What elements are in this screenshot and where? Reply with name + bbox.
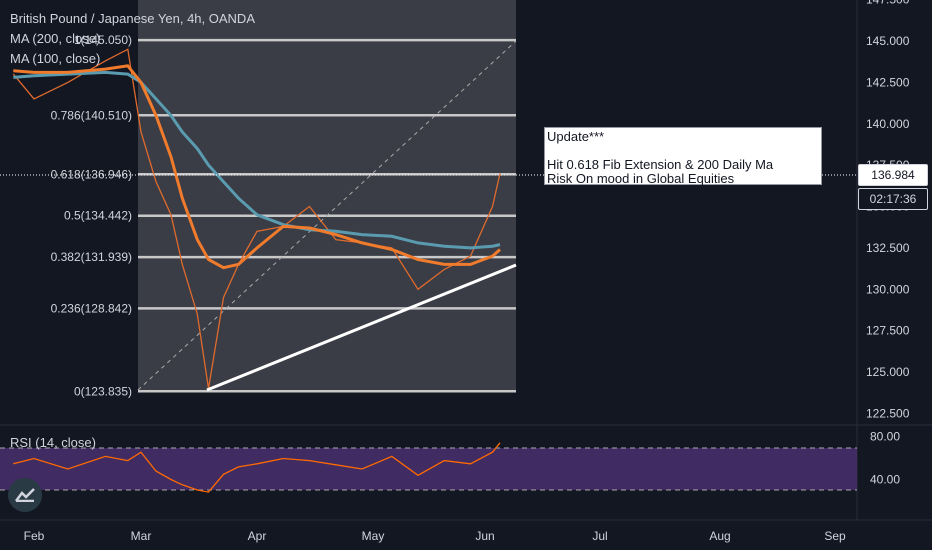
fib-retracement[interactable]: 1(145.050) 0.786(140.510) 0.618(136.946) 0.… bbox=[51, 33, 516, 398]
fib-level-label: 0.382(131.939) bbox=[51, 250, 132, 264]
price-tick-label: 145.000 bbox=[866, 34, 910, 48]
time-tick-label: Jun bbox=[475, 529, 494, 543]
fib-level-label: 0(123.835) bbox=[74, 384, 132, 398]
note-line-2: Risk On mood in Global Equities bbox=[547, 171, 735, 186]
fib-level-label: 1(145.050) bbox=[74, 33, 132, 47]
rsi-legend[interactable]: RSI (14, close) bbox=[10, 435, 96, 450]
time-axis[interactable]: Feb Mar Apr May Jun Jul Aug Sep bbox=[24, 529, 846, 543]
note-line-1: Hit 0.618 Fib Extension & 200 Daily Ma bbox=[547, 157, 774, 172]
fib-level-label: 0.618(136.946) bbox=[51, 167, 132, 181]
chart-title: British Pound / Japanese Yen, 4h, OANDA bbox=[10, 11, 255, 26]
time-tick-label: Aug bbox=[709, 529, 730, 543]
bar-countdown-tag: 02:17:36 bbox=[858, 188, 928, 210]
price-tick-label: 142.500 bbox=[866, 75, 910, 89]
tradingview-logo-icon[interactable] bbox=[8, 478, 42, 512]
price-tick-label: 140.000 bbox=[866, 117, 910, 131]
fib-level-label: 0.786(140.510) bbox=[51, 108, 132, 122]
price-tick-label: 132.500 bbox=[866, 241, 910, 255]
price-tick-label: 147.500 bbox=[866, 0, 910, 7]
price-tick-label: 130.000 bbox=[866, 282, 910, 296]
ma-200-line bbox=[13, 70, 501, 250]
rsi-axis: 80.00 40.00 bbox=[870, 430, 900, 487]
note-title: Update*** bbox=[547, 129, 605, 144]
time-tick-label: Mar bbox=[131, 529, 152, 543]
ma-200-legend[interactable]: MA (200, close) bbox=[10, 31, 101, 46]
price-tick-label: 127.500 bbox=[866, 324, 910, 338]
time-tick-label: May bbox=[362, 529, 385, 543]
fib-level-label: 0.5(134.442) bbox=[64, 209, 132, 223]
price-series bbox=[12, 48, 501, 389]
fib-zone bbox=[138, 0, 516, 392]
time-tick-label: Sep bbox=[824, 529, 846, 543]
price-tick-label: 122.500 bbox=[866, 406, 910, 420]
time-tick-label: Feb bbox=[24, 529, 45, 543]
time-tick-label: Apr bbox=[248, 529, 267, 543]
current-price-tag: 136.984 bbox=[858, 164, 928, 186]
trendline[interactable] bbox=[206, 263, 517, 392]
ma-100-line bbox=[13, 64, 501, 270]
price-tick-label: 125.000 bbox=[866, 365, 910, 379]
rsi-line bbox=[13, 442, 501, 493]
price-axis[interactable]: 147.500145.000142.500140.000137.500135.0… bbox=[866, 0, 910, 420]
rsi-tick-label: 40.00 bbox=[870, 473, 900, 487]
rsi-tick-label: 80.00 bbox=[870, 430, 900, 444]
fib-diagonal-line bbox=[137, 40, 517, 391]
ma-100-legend[interactable]: MA (100, close) bbox=[10, 51, 101, 66]
update-note[interactable]: Update*** Hit 0.618 Fib Extension & 200 … bbox=[544, 127, 822, 186]
time-tick-label: Jul bbox=[592, 529, 607, 543]
fib-level-label: 0.236(128.842) bbox=[51, 301, 132, 315]
